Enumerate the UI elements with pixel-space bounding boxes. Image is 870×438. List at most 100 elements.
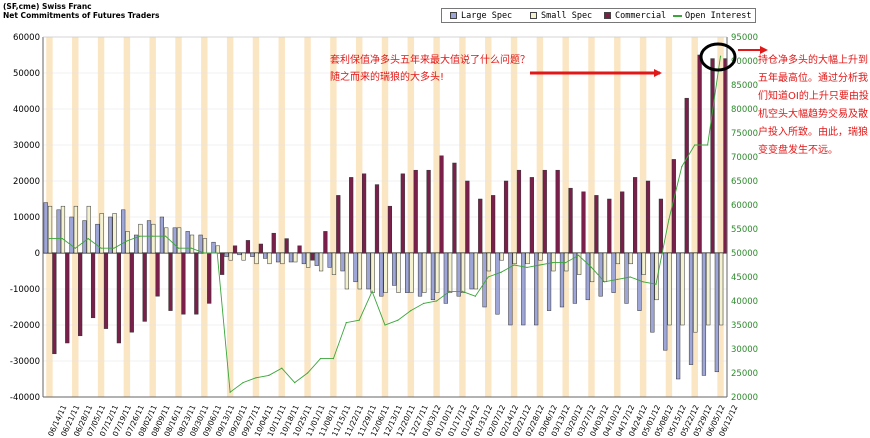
open-interest-point — [319, 358, 322, 360]
bar-small-spec — [189, 234, 195, 254]
right-tick-label: 25000 — [731, 369, 758, 379]
open-interest-point — [203, 252, 205, 254]
bar-commercial — [491, 195, 496, 254]
bar-commercial — [439, 155, 444, 254]
left-tick-label: 30000 — [13, 141, 40, 151]
chart-subtitle: Net Commitments of Futures Traders — [3, 11, 160, 20]
bar-large-spec — [430, 252, 436, 301]
open-interest-point — [629, 276, 631, 278]
bar-large-spec — [701, 252, 707, 376]
annotation-left-note: 套利保值净多头五年来最大值说了什么问题？随之而来的瑞狼的大多头! — [330, 55, 530, 83]
bar-large-spec — [288, 252, 294, 263]
open-interest-point — [590, 266, 593, 268]
bar-large-spec — [275, 252, 281, 263]
bar-small-spec — [512, 252, 517, 265]
left-tick-label: 20000 — [13, 177, 40, 187]
bar-large-spec — [637, 252, 642, 311]
right-tick-label: 45000 — [731, 273, 758, 283]
legend-swatch-commercial — [604, 12, 611, 19]
bar-large-spec — [521, 252, 526, 326]
bar-large-spec — [495, 252, 500, 315]
bar-commercial — [542, 169, 547, 254]
bar-large-spec — [133, 234, 139, 254]
open-interest-point — [565, 262, 567, 264]
left-tick-label: -40000 — [10, 393, 40, 403]
legend-swatch-open-interest — [673, 15, 682, 17]
bar-small-spec — [318, 252, 324, 272]
bar-small-spec — [164, 227, 169, 254]
bar-large-spec — [340, 252, 345, 272]
right-tick-label: 70000 — [731, 153, 758, 163]
chart-title: (SF,cme) Swiss Franc — [3, 2, 92, 11]
bar-large-spec — [250, 252, 255, 257]
bar-commercial — [310, 252, 315, 261]
bar-commercial — [400, 173, 405, 254]
bar-commercial — [555, 169, 560, 254]
bar-small-spec — [538, 252, 543, 261]
bar-commercial — [129, 252, 134, 333]
bar-large-spec — [263, 252, 268, 259]
bar-small-spec — [448, 252, 453, 293]
bar-large-spec — [82, 220, 87, 254]
open-interest-point — [113, 247, 115, 249]
bar-commercial — [413, 169, 418, 254]
right-tick-label: 55000 — [731, 225, 758, 235]
bar-small-spec — [693, 252, 698, 333]
right-tick-label: 50000 — [731, 249, 758, 259]
open-interest-point — [216, 252, 218, 254]
bar-large-spec — [198, 234, 203, 254]
right-tick-label: 30000 — [731, 345, 758, 355]
bar-commercial — [258, 243, 263, 254]
bar-commercial — [271, 232, 276, 254]
legend-swatch-small-spec — [530, 12, 537, 19]
open-interest-point — [358, 319, 360, 321]
bar-large-spec — [301, 252, 306, 265]
bar-large-spec — [314, 252, 319, 266]
bar-large-spec — [392, 252, 397, 286]
bar-commercial — [297, 245, 302, 254]
open-interest-point — [539, 264, 541, 266]
bar-small-spec — [641, 252, 646, 275]
bar-small-spec — [177, 227, 182, 254]
bar-small-spec — [228, 252, 233, 261]
bar-commercial — [529, 177, 534, 254]
bar-small-spec — [551, 252, 556, 272]
open-interest-point — [577, 254, 580, 256]
open-interest-point — [139, 235, 141, 237]
left-tick-label: -20000 — [10, 321, 40, 331]
bar-large-spec — [663, 252, 668, 351]
right-tick-label: 60000 — [731, 201, 758, 211]
bar-commercial — [90, 252, 96, 319]
bar-small-spec — [706, 252, 711, 326]
bar-commercial — [658, 198, 664, 254]
bar-small-spec — [667, 252, 672, 326]
bar-commercial — [232, 245, 238, 254]
open-interest-series — [48, 55, 722, 394]
legend-label-open-interest: Open Interest — [685, 11, 752, 21]
bar-commercial — [503, 180, 509, 254]
bar-large-spec — [598, 252, 603, 297]
open-interest-point — [268, 374, 270, 376]
bar-commercial — [65, 252, 70, 344]
open-interest-point — [306, 372, 309, 374]
bar-large-spec — [146, 220, 152, 254]
annotation-right-note: 持仓净多头的大幅上升到五年最高位。通过分析我们知道OI的上升只要由投机空头大幅趋… — [758, 55, 869, 156]
annotation-marks — [530, 42, 768, 77]
open-interest-point — [642, 281, 644, 283]
bar-large-spec — [237, 252, 242, 256]
bar-commercial — [697, 54, 702, 254]
bar-small-spec — [473, 252, 479, 290]
bar-large-spec — [714, 252, 719, 373]
left-tick-label: -10000 — [10, 285, 40, 295]
open-interest-point — [719, 55, 722, 57]
bar-small-spec — [396, 252, 401, 293]
bar-small-spec — [602, 252, 608, 283]
bar-large-spec — [224, 252, 229, 257]
bar-commercial — [710, 58, 715, 254]
bar-large-spec — [172, 227, 177, 254]
bar-small-spec — [628, 252, 633, 265]
x-axis-ticks: 06/14/1106/21/1106/28/1107/05/1107/12/11… — [46, 403, 740, 438]
open-interest-point — [616, 278, 618, 280]
bar-commercial — [568, 187, 573, 254]
bar-series — [43, 54, 728, 380]
